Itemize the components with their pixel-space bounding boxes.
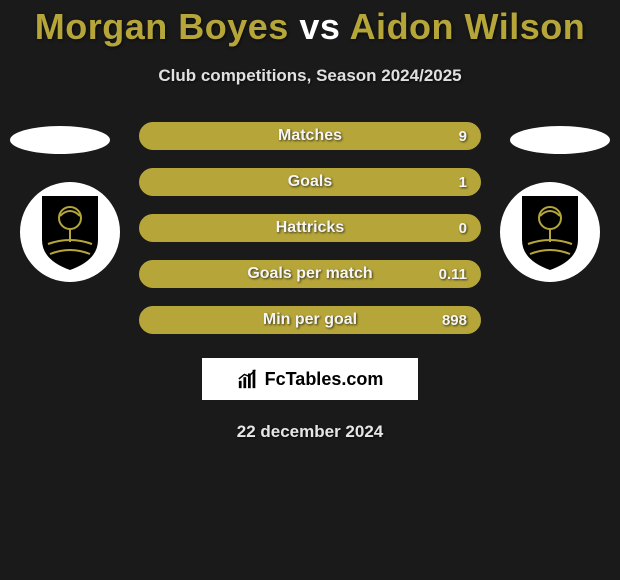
club-shield-left [38,192,102,272]
player2-badge [500,182,600,282]
stat-value: 1 [459,174,467,191]
player1-name: Morgan Boyes [35,6,289,47]
stat-row-hattricks: Hattricks 0 [139,214,481,242]
stat-row-matches: Matches 9 [139,122,481,150]
stat-label: Goals per match [141,265,479,283]
page-title: Morgan Boyes vs Aidon Wilson [0,0,620,48]
subtitle: Club competitions, Season 2024/2025 [0,66,620,86]
stat-label: Matches [141,127,479,145]
date-label: 22 december 2024 [0,422,620,442]
brand-box: FcTables.com [202,358,418,400]
player2-ellipse [510,126,610,154]
stat-label: Min per goal [141,311,479,329]
player1-badge [20,182,120,282]
brand-text: FcTables.com [265,369,384,390]
player1-ellipse [10,126,110,154]
stat-value: 9 [459,128,467,145]
player2-name: Aidon Wilson [350,6,586,47]
stat-label: Goals [141,173,479,191]
stat-label: Hattricks [141,219,479,237]
stat-value: 0 [459,220,467,237]
stat-value: 0.11 [439,266,467,283]
club-shield-right [518,192,582,272]
vs-separator: vs [299,6,340,47]
stat-row-min-per-goal: Min per goal 898 [139,306,481,334]
chart-icon [237,368,259,390]
stat-value: 898 [442,312,467,329]
stat-row-goals: Goals 1 [139,168,481,196]
stat-row-goals-per-match: Goals per match 0.11 [139,260,481,288]
